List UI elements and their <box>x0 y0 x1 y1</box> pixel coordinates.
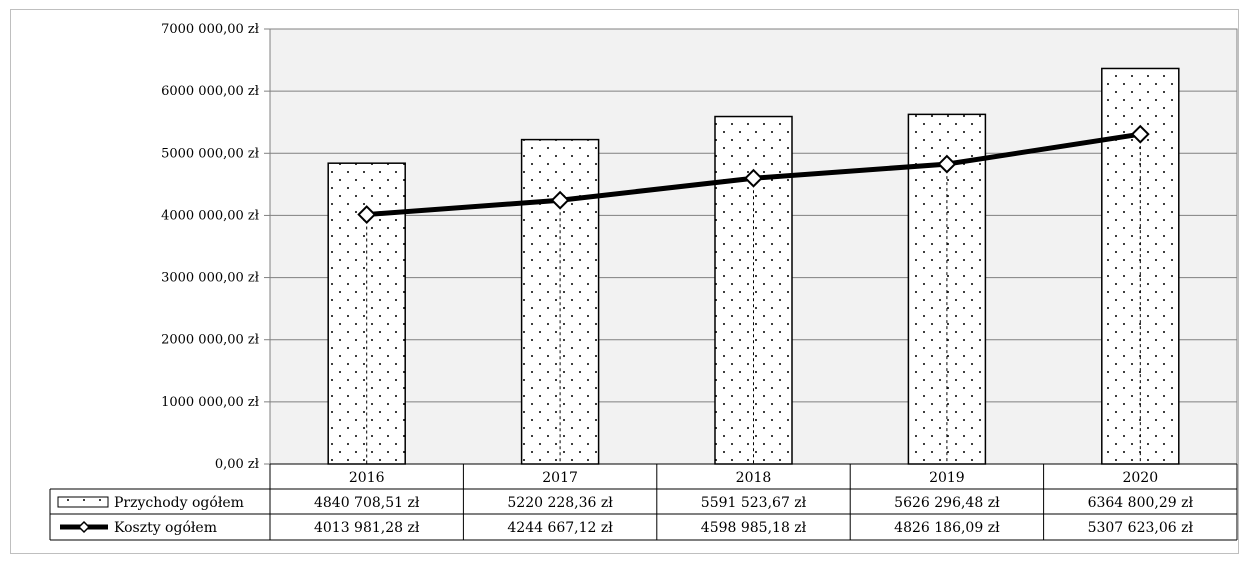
table-cell-przychody: 5220 228,36 zł <box>507 495 613 511</box>
table-cell-koszty: 4013 981,28 zł <box>314 520 420 536</box>
legend-key-przychody <box>57 496 109 508</box>
legend-label-koszty: Koszty ogółem <box>114 520 217 536</box>
bar <box>714 115 793 465</box>
table-cell-przychody: 5591 523,67 zł <box>701 495 807 511</box>
y-tick-label: 3000 000,00 zł <box>161 271 260 286</box>
table-cell-przychody: 6364 800,29 zł <box>1088 495 1194 511</box>
bar <box>520 138 600 465</box>
table-cell-koszty: 4244 667,12 zł <box>507 520 613 536</box>
line-marker <box>744 168 763 188</box>
y-tick-label: 7000 000,00 zł <box>161 22 260 37</box>
legend-key-koszty-marker <box>77 520 91 534</box>
chart-frame <box>10 9 1239 554</box>
line-marker <box>1130 124 1150 144</box>
table-cell-koszty: 4826 186,09 zł <box>894 520 1000 536</box>
y-tick-label: 2000 000,00 zł <box>161 333 260 348</box>
table-cell-przychody: 5626 296,48 zł <box>894 495 1000 511</box>
line-marker <box>937 154 957 174</box>
x-tick-label: 2020 <box>1122 470 1158 486</box>
y-tick-label: 0,00 zł <box>215 457 260 472</box>
table-cell-koszty: 4598 985,18 zł <box>701 520 807 536</box>
x-tick-label: 2018 <box>736 470 772 486</box>
y-tick-label: 4000 000,00 zł <box>161 208 260 223</box>
x-tick-label: 2019 <box>929 470 965 486</box>
y-tick-label: 1000 000,00 zł <box>161 395 260 410</box>
line-marker <box>550 190 570 210</box>
x-tick-label: 2016 <box>349 470 385 486</box>
y-tick-label: 6000 000,00 zł <box>161 84 260 99</box>
legend-label-przychody: Przychody ogółem <box>114 495 244 511</box>
table-cell-przychody: 4840 708,51 zł <box>314 495 420 511</box>
line-marker <box>357 205 377 224</box>
table-cell-koszty: 5307 623,06 zł <box>1088 520 1194 536</box>
x-tick-label: 2017 <box>542 470 578 486</box>
y-tick-label: 5000 000,00 zł <box>161 146 260 161</box>
